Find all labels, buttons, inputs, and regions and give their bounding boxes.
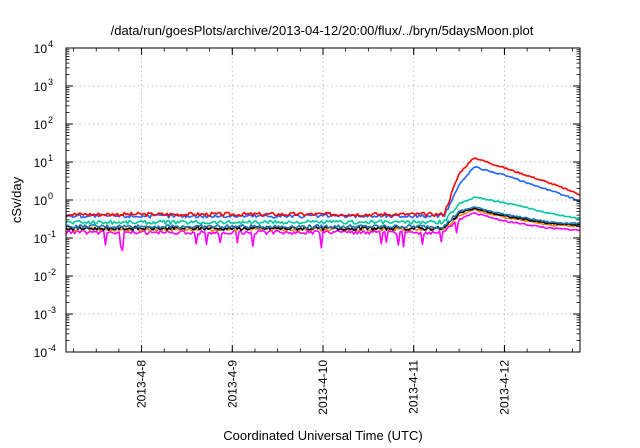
y-tick-label: 10 xyxy=(34,346,48,360)
y-tick-label: 10 xyxy=(34,118,48,132)
y-tick-exponent: -3 xyxy=(48,305,56,315)
chart-title: /data/run/goesPlots/archive/2013-04-12/2… xyxy=(111,23,534,38)
x-axis-label: Coordinated Universal Time (UTC) xyxy=(223,428,422,443)
series-line xyxy=(65,157,581,217)
y-tick-exponent: 3 xyxy=(48,77,53,87)
x-axis-ticks: 2013-4-8 2013-4-9 2013-4-10 2013-4-11 2013-4… xyxy=(73,48,573,415)
series-line xyxy=(65,196,581,225)
y-tick-exponent: -4 xyxy=(48,343,56,353)
x-tick-label: 2013-4-9 xyxy=(225,360,239,408)
series-line xyxy=(65,212,581,252)
y-tick-label: 10 xyxy=(34,232,48,246)
x-tick-label: 2013-4-11 xyxy=(407,360,421,414)
y-tick-exponent: -2 xyxy=(48,267,56,277)
y-tick-exponent: -1 xyxy=(48,229,56,239)
y-tick-label: 10 xyxy=(34,156,48,170)
y-tick-exponent: 4 xyxy=(48,39,53,49)
x-tick-label: 2013-4-10 xyxy=(316,360,330,415)
y-tick-exponent: 1 xyxy=(48,153,53,163)
series-lines xyxy=(65,157,581,252)
y-tick-label: 10 xyxy=(34,42,48,56)
y-axis-label: cSv/day xyxy=(9,176,24,223)
x-tick-label: 2013-4-8 xyxy=(135,360,149,408)
y-tick-label: 10 xyxy=(34,308,48,322)
y-tick-label: 10 xyxy=(34,270,48,284)
series-line xyxy=(65,207,581,231)
grid xyxy=(66,48,580,352)
y-tick-exponent: 0 xyxy=(48,191,53,201)
y-tick-label: 10 xyxy=(34,80,48,94)
x-tick-label: 2013-4-12 xyxy=(497,360,511,415)
y-tick-exponent: 2 xyxy=(48,115,53,125)
series-line xyxy=(65,206,580,230)
y-tick-label: 10 xyxy=(34,194,48,208)
